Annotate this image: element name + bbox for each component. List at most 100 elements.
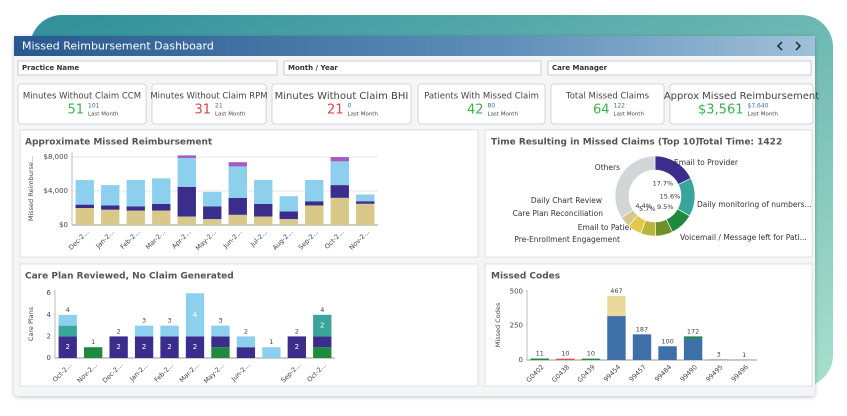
- bar-segment: [356, 203, 375, 225]
- kpi-box: [417, 83, 546, 125]
- bar-segment: [101, 185, 120, 206]
- kpi-previous: 21: [215, 103, 223, 110]
- bar-segment: [203, 206, 222, 220]
- chart-subtitle: Total Time: 1422: [698, 138, 782, 148]
- bar-segment: [330, 197, 349, 225]
- donut-segment: [614, 155, 656, 219]
- y-axis-label: Missed Reimburse...: [27, 156, 35, 221]
- kpi-previous-label: Last Month: [215, 112, 246, 118]
- prev-arrow[interactable]: [776, 41, 783, 51]
- panel: [19, 263, 479, 387]
- bar-segment: [279, 196, 298, 212]
- y-tick-label: 500: [510, 287, 523, 295]
- bar-segment: [228, 166, 247, 198]
- bar-segment: [607, 316, 626, 360]
- bar-segment: [356, 201, 375, 204]
- bar-segment: [313, 314, 332, 337]
- bar-segment: [203, 191, 222, 207]
- kpi-box: [550, 83, 665, 125]
- filter-box[interactable]: [283, 60, 542, 76]
- bar-segment: [287, 336, 306, 358]
- total-label: 187: [636, 325, 648, 333]
- bar-segment: [152, 210, 171, 225]
- kpi-value: $3,561: [698, 103, 744, 118]
- kpi-value: 51: [67, 103, 84, 118]
- bar-segment: [126, 180, 145, 207]
- total-label: 4: [66, 306, 70, 314]
- bar-segment: [185, 293, 205, 337]
- category-label: Voicemail / Message left for Pati...: [680, 233, 807, 242]
- bar-segment: [109, 336, 128, 358]
- bar-segment: [134, 336, 154, 358]
- filter-box[interactable]: [547, 60, 812, 76]
- total-label: 3: [167, 317, 171, 325]
- kpi-previous: 80: [488, 103, 496, 110]
- chart-title: Missed Codes: [491, 272, 560, 282]
- bar-segment: [356, 194, 375, 202]
- total-label: 100: [661, 337, 673, 345]
- bar-segment: [228, 197, 247, 215]
- total-label: 2: [295, 327, 299, 335]
- kpi-label: Minutes Without Claim BHI: [275, 91, 409, 102]
- bar-segment: [75, 208, 94, 225]
- kpi-value: 21: [327, 103, 344, 118]
- bar-segment: [177, 186, 196, 217]
- filter-label: Care Manager: [552, 64, 608, 72]
- value-label: 17.7%: [653, 179, 674, 187]
- bar-segment: [160, 336, 179, 358]
- bar-segment: [262, 347, 281, 358]
- bar-segment: [203, 219, 222, 225]
- y-tick-label: $8,000: [44, 153, 69, 161]
- bar-segment: [313, 336, 332, 348]
- total-label: 11: [536, 349, 544, 357]
- value-label: 5.7%: [639, 205, 656, 213]
- total-label: 10: [587, 350, 595, 358]
- chart-title: Time Resulting in Missed Claims (Top 10): [491, 138, 699, 148]
- segment-label: 2: [295, 343, 299, 351]
- segment-label: 2: [320, 322, 324, 330]
- segment-label: 2: [142, 343, 146, 351]
- kpi-box: [151, 83, 267, 125]
- bar-segment: [632, 334, 652, 360]
- bar-segment: [236, 347, 256, 358]
- y-axis-label: Missed Codes: [494, 302, 502, 347]
- bar-segment: [607, 295, 626, 317]
- y-tick-label: 6: [47, 289, 52, 297]
- segment-label: 2: [65, 343, 69, 351]
- total-label: 1: [742, 351, 746, 359]
- kpi-box: [669, 83, 814, 125]
- y-tick-label: 250: [510, 322, 523, 330]
- bar-segment: [254, 203, 273, 217]
- panel: [19, 129, 479, 258]
- bar-segment: [279, 219, 298, 225]
- total-label: 3: [142, 317, 146, 325]
- kpi-previous: 101: [88, 103, 100, 110]
- filter-box[interactable]: [17, 60, 278, 76]
- total-label: 3: [218, 317, 222, 325]
- kpi-previous-label: Last Month: [488, 112, 519, 118]
- bar-segment: [228, 214, 247, 225]
- category-label: Others: [595, 163, 620, 172]
- kpi-value: 64: [593, 103, 610, 118]
- bar-segment: [254, 216, 273, 225]
- bar-segment: [313, 347, 332, 358]
- bar-segment: [236, 336, 256, 348]
- total-label: 467: [610, 287, 622, 295]
- bar-segment: [254, 180, 273, 204]
- kpi-label: Total Missed Claims: [565, 92, 650, 102]
- bar-segment: [683, 338, 703, 360]
- bar-segment: [211, 336, 230, 348]
- dashboard-title: Missed Reimbursement Dashboard: [22, 40, 214, 53]
- next-arrow[interactable]: [795, 41, 802, 51]
- segment-label: 2: [193, 343, 197, 351]
- panel: [484, 129, 813, 258]
- y-tick-label: 0: [47, 354, 51, 362]
- bar-segment: [305, 205, 324, 225]
- kpi-box: [271, 83, 412, 125]
- bar-segment: [58, 325, 77, 337]
- header-bar: [14, 36, 815, 56]
- bar-segment: [330, 157, 349, 162]
- bar-segment: [658, 346, 677, 360]
- bar-segment: [75, 180, 94, 205]
